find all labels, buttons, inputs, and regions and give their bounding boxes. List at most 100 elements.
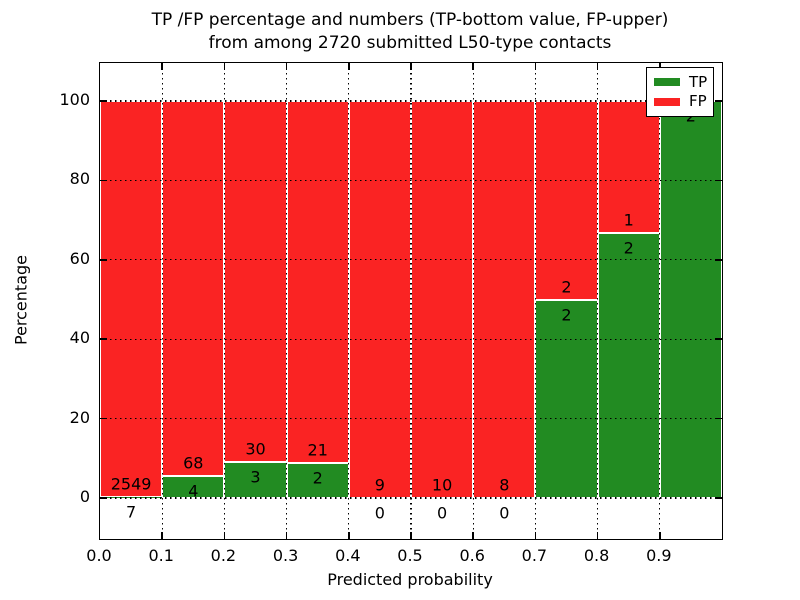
gridline-horizontal — [100, 497, 722, 499]
y-tick-mark-left — [100, 100, 107, 102]
bar-fp-segment — [162, 101, 225, 476]
bar-fp-segment — [100, 101, 163, 497]
tp-count-label: 0 — [499, 503, 510, 523]
legend: TP FP — [646, 67, 714, 117]
y-tick-mark-right — [715, 338, 722, 340]
gridline-vertical — [596, 63, 599, 539]
x-tick-mark-bottom — [472, 532, 474, 539]
x-tick-mark-top — [161, 63, 163, 70]
x-tick-label: 0.8 — [583, 546, 610, 565]
gridline-vertical — [472, 63, 474, 539]
gridline-vertical — [285, 63, 288, 539]
y-tick-label: 60 — [69, 248, 90, 268]
tp-count-label: 3 — [250, 467, 261, 487]
fp-count-label: 9 — [374, 475, 385, 495]
x-tick-mark-bottom — [659, 532, 661, 539]
legend-label-fp: FP — [689, 92, 707, 111]
y-tick-label: 40 — [69, 328, 90, 348]
x-tick-mark-top — [410, 63, 412, 70]
gridline-vertical — [348, 63, 350, 539]
bar-tp-segment — [597, 233, 660, 498]
y-tick-label: 100 — [59, 90, 90, 109]
y-tick-mark-right — [715, 100, 722, 102]
x-tick-mark-top — [596, 63, 599, 70]
tp-count-label: 0 — [437, 503, 448, 523]
x-tick-label: 0.7 — [521, 546, 548, 565]
x-tick-label: 0.5 — [397, 546, 423, 565]
y-tick-mark-left — [100, 179, 107, 182]
legend-item-tp: TP — [647, 72, 713, 91]
y-tick-mark-right — [715, 179, 722, 182]
y-tick-mark-right — [715, 417, 722, 420]
gridline-vertical — [659, 63, 661, 539]
fp-count-label: 1 — [623, 210, 634, 230]
gridline-horizontal — [100, 417, 722, 420]
tp-swatch-icon — [654, 78, 680, 87]
fp-count-label: 10 — [431, 475, 453, 495]
x-tick-mark-top — [659, 63, 661, 70]
chart-title-line2: from among 2720 submitted L50-type conta… — [208, 33, 612, 53]
bar-fp-segment — [224, 101, 287, 462]
tp-count-label: 2 — [561, 305, 572, 324]
fp-swatch-icon — [654, 97, 680, 106]
bar-fp-segment — [286, 101, 349, 464]
fp-count-label: 21 — [307, 440, 328, 460]
x-tick-label: 0.2 — [210, 546, 237, 565]
bar-fp-segment — [535, 101, 598, 300]
x-tick-mark-top — [285, 63, 288, 70]
x-tick-mark-top — [223, 63, 226, 70]
bar-tp-segment — [224, 461, 287, 498]
gridline-horizontal — [100, 100, 722, 102]
x-tick-mark-bottom — [223, 532, 226, 539]
y-tick-label: 20 — [69, 407, 90, 427]
x-tick-mark-top — [534, 63, 537, 70]
gridline-horizontal — [100, 338, 722, 340]
y-tick-mark-left — [100, 417, 107, 420]
tp-count-label: 0 — [374, 503, 385, 523]
y-axis-label: Percentage — [11, 254, 31, 346]
fp-count-label: 2549 — [110, 474, 152, 494]
x-tick-label: 0.1 — [148, 546, 174, 565]
x-tick-mark-bottom — [534, 532, 537, 539]
x-tick-label: 0.0 — [86, 546, 112, 565]
gridline-horizontal — [100, 179, 722, 182]
gridline-vertical — [223, 63, 226, 539]
gridline-horizontal — [100, 259, 722, 261]
x-tick-label: 0.9 — [646, 546, 672, 565]
x-tick-mark-bottom — [161, 532, 163, 539]
bar-tp-segment — [659, 101, 722, 498]
chart-title-line1: TP /FP percentage and numbers (TP-bottom… — [151, 10, 669, 30]
fp-count-label: 68 — [183, 453, 204, 473]
x-tick-mark-bottom — [285, 532, 288, 539]
y-tick-label: 0 — [79, 487, 90, 506]
gridline-vertical — [410, 63, 412, 539]
y-tick-mark-right — [715, 497, 722, 499]
x-tick-label: 0.3 — [272, 546, 299, 565]
x-tick-label: 0.4 — [335, 546, 361, 565]
y-tick-mark-left — [100, 338, 107, 340]
x-tick-mark-bottom — [348, 532, 350, 539]
bar-fp-segment — [411, 101, 474, 498]
bar-fp-segment — [597, 101, 660, 234]
x-tick-mark-top — [348, 63, 350, 70]
tp-count-label: 2 — [312, 468, 323, 488]
y-tick-label: 80 — [69, 169, 90, 189]
x-tick-mark-top — [472, 63, 474, 70]
chart-title: TP /FP percentage and numbers (TP-bottom… — [99, 9, 721, 55]
y-tick-mark-right — [715, 259, 722, 261]
y-tick-mark-left — [100, 497, 107, 499]
fp-count-label: 2 — [561, 277, 572, 296]
y-tick-mark-left — [100, 259, 107, 261]
fp-count-label: 8 — [499, 475, 510, 495]
tp-count-label: 4 — [188, 481, 199, 501]
x-tick-mark-bottom — [410, 532, 412, 539]
fp-count-label: 30 — [245, 439, 266, 459]
gridline-vertical — [161, 63, 163, 539]
x-axis-label: Predicted probability — [327, 570, 493, 589]
gridline-vertical — [534, 63, 537, 539]
bar-fp-segment — [348, 101, 411, 498]
bar-fp-segment — [473, 101, 536, 498]
legend-label-tp: TP — [689, 72, 708, 91]
tp-count-label: 2 — [623, 238, 634, 258]
